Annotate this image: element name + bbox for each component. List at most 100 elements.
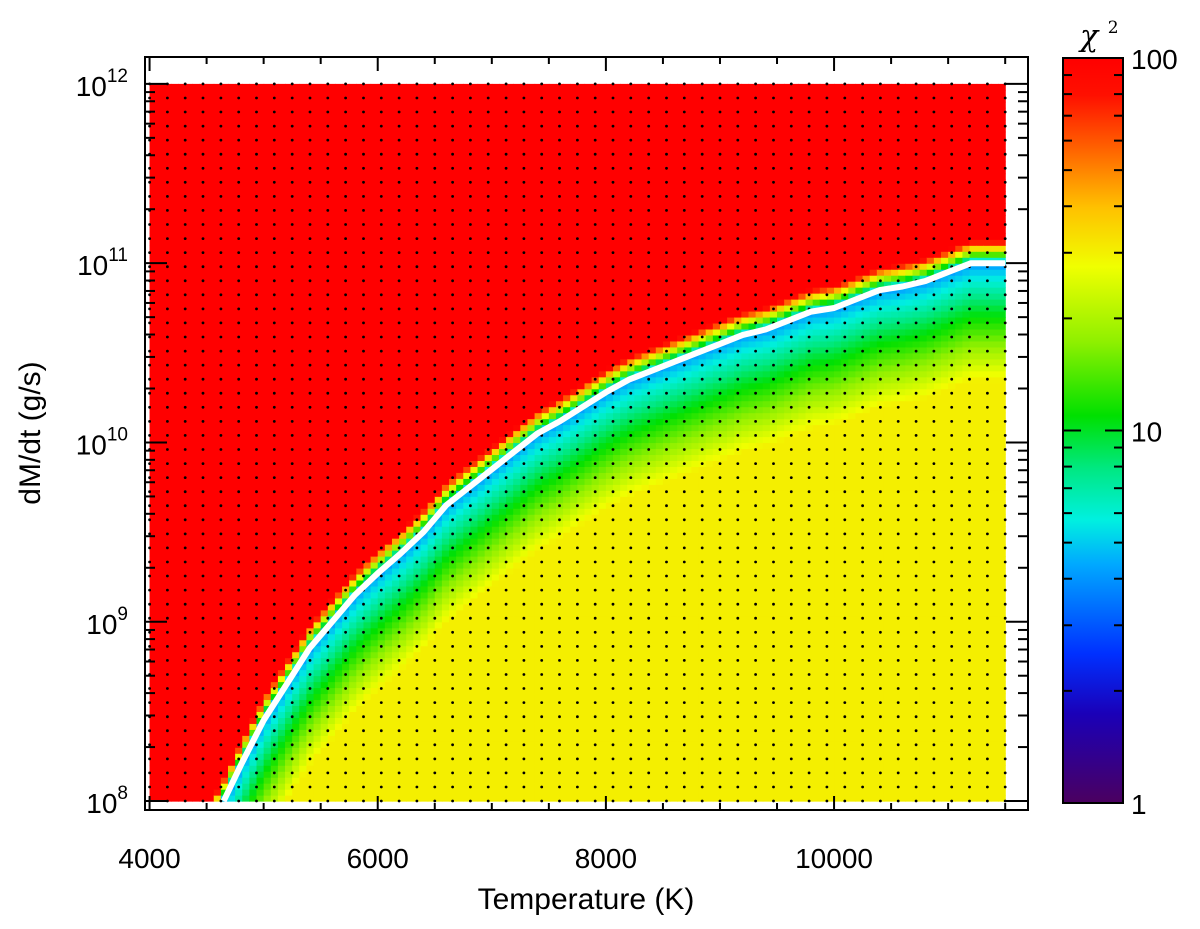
heatmap-cell	[299, 215, 308, 222]
heatmap-cell	[263, 328, 272, 336]
heatmap-cell	[391, 424, 400, 432]
heatmap-cell	[292, 538, 300, 545]
heatmap-cell	[270, 645, 279, 653]
heatmap-cell	[292, 239, 300, 246]
heatmap-cell	[349, 89, 357, 97]
heatmap-cell	[220, 585, 229, 593]
heatmap-cell	[299, 687, 308, 695]
heatmap-cell	[370, 149, 379, 157]
heatmap-cell	[228, 526, 236, 533]
heatmap-cell	[363, 161, 372, 169]
heatmap-cell	[270, 113, 279, 121]
heatmap-cell	[270, 514, 279, 521]
heatmap-cell	[170, 95, 179, 103]
heatmap-cell	[220, 245, 229, 252]
heatmap-cell	[413, 328, 422, 336]
heatmap-cell	[391, 585, 400, 593]
heatmap-cell	[192, 125, 201, 133]
heatmap-cell	[285, 669, 293, 677]
heatmap-cell	[249, 442, 258, 450]
heatmap-cell	[413, 215, 422, 222]
heatmap-cell	[363, 478, 372, 485]
heatmap-cell	[235, 789, 243, 796]
heatmap-cell	[220, 472, 229, 479]
heatmap-cell	[384, 149, 393, 157]
heatmap-cell	[377, 316, 386, 324]
heatmap-cell	[185, 651, 193, 659]
heatmap-cell	[377, 233, 386, 240]
heatmap-cell	[342, 442, 350, 450]
heatmap-cell	[370, 711, 379, 718]
heatmap-cell	[192, 334, 201, 342]
heatmap-cell	[434, 287, 443, 294]
heatmap-cell	[427, 430, 436, 438]
heatmap-cell	[206, 346, 215, 354]
heatmap-cell	[242, 352, 250, 360]
heatmap-cell	[263, 215, 272, 222]
heatmap-cell	[285, 514, 293, 521]
heatmap-cell	[420, 496, 429, 503]
heatmap-cell	[185, 723, 193, 730]
heatmap-cell	[349, 585, 357, 593]
heatmap-cell	[299, 197, 308, 205]
heatmap-cell	[427, 161, 436, 169]
heatmap-cell	[334, 729, 343, 736]
heatmap-cell	[185, 287, 193, 294]
heatmap-cell	[391, 484, 400, 491]
heatmap-cell	[306, 591, 315, 599]
heatmap-cell	[356, 795, 365, 802]
heatmap-cell	[399, 215, 407, 222]
heatmap-cell	[441, 406, 450, 414]
heatmap-cell	[434, 281, 443, 288]
heatmap-cell	[256, 789, 265, 796]
heatmap-cell	[391, 119, 400, 127]
heatmap-cell	[334, 550, 343, 557]
heatmap-cell	[413, 490, 422, 497]
heatmap-cell	[306, 161, 315, 169]
heatmap-cell	[277, 406, 286, 414]
heatmap-cell	[391, 681, 400, 689]
heatmap-cell	[363, 400, 372, 408]
heatmap-cell	[185, 597, 193, 605]
heatmap-cell	[342, 532, 350, 539]
heatmap-cell	[228, 466, 236, 473]
heatmap-cell	[206, 514, 215, 521]
heatmap-cell	[356, 705, 365, 712]
heatmap-cell	[313, 179, 322, 187]
heatmap-cell	[427, 579, 436, 587]
heatmap-cell	[313, 376, 322, 384]
heatmap-cell	[356, 149, 365, 157]
heatmap-cell	[206, 675, 215, 683]
heatmap-cell	[277, 430, 286, 438]
heatmap-cell	[349, 352, 357, 360]
heatmap-cell	[213, 334, 222, 342]
heatmap-cell	[399, 251, 407, 258]
heatmap-cell	[156, 454, 165, 461]
heatmap-cell	[413, 257, 422, 264]
heatmap-cell	[199, 209, 208, 216]
heatmap-cell	[206, 759, 215, 766]
heatmap-cell	[384, 400, 393, 408]
heatmap-cell	[263, 95, 272, 103]
heatmap-cell	[377, 299, 386, 306]
heatmap-cell	[363, 370, 372, 378]
heatmap-cell	[228, 717, 236, 724]
heatmap-cell	[213, 472, 222, 479]
heatmap-cell	[277, 155, 286, 163]
heatmap-cell	[263, 382, 272, 390]
heatmap-cell	[413, 723, 422, 730]
heatmap-cell	[256, 496, 265, 503]
heatmap-cell	[277, 245, 286, 252]
heatmap-cell	[427, 442, 436, 450]
heatmap-cell	[242, 436, 250, 444]
heatmap-cell	[306, 723, 315, 730]
heatmap-cell	[292, 131, 300, 139]
heatmap-cell	[178, 167, 186, 175]
heatmap-cell	[399, 430, 407, 438]
heatmap-cell	[199, 233, 208, 240]
heatmap-cell	[292, 609, 300, 617]
heatmap-cell	[178, 185, 186, 193]
heatmap-cell	[349, 753, 357, 760]
heatmap-cell	[206, 747, 215, 754]
heatmap-cell	[334, 227, 343, 234]
